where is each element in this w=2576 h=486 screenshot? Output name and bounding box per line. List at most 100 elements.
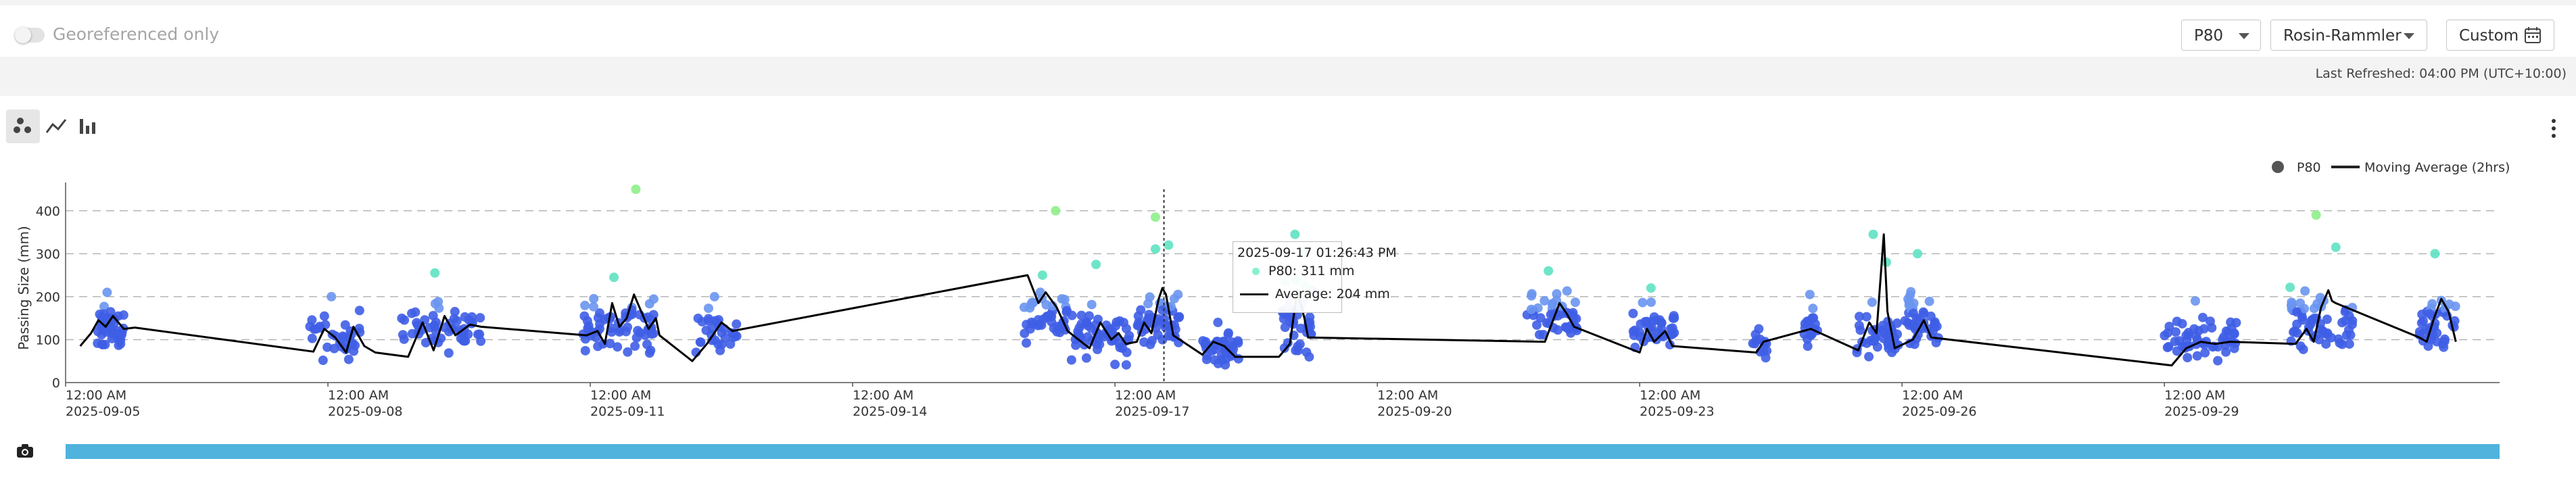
p80-point <box>467 312 477 322</box>
p80-point <box>452 316 462 326</box>
x-tick-label-time: 12:00 AM <box>590 388 651 403</box>
last-refreshed: Last Refreshed: 04:00 PM (UTC+10:00) <box>2315 66 2567 81</box>
x-tick-label-date: 2025-09-23 <box>1640 404 1714 419</box>
more-vertical-icon[interactable] <box>2552 119 2556 141</box>
p80-point <box>693 313 703 323</box>
p80-point <box>318 356 328 366</box>
georeferenced-toggle[interactable] <box>15 27 45 43</box>
legend-p80-marker <box>2272 161 2284 173</box>
p80-point <box>1646 297 1656 308</box>
p80-point <box>2229 343 2239 354</box>
p80-point <box>1067 310 1077 320</box>
x-tick-label-date: 2025-09-20 <box>1377 404 1452 419</box>
p80-point <box>1807 329 1817 339</box>
p80-point <box>1087 299 1097 310</box>
p80-point <box>709 291 719 301</box>
x-tick-label-date: 2025-09-26 <box>1902 404 1976 419</box>
p80-point <box>307 333 317 343</box>
p80-point <box>1132 320 1143 331</box>
p80-point <box>1280 322 1290 333</box>
p80-point <box>1862 338 1872 348</box>
p80-point <box>2421 324 2431 335</box>
p80-point <box>580 345 590 356</box>
p80-point <box>1629 331 1639 341</box>
chevron-down-icon <box>2404 33 2414 39</box>
p80-point <box>2285 283 2295 293</box>
metric-select[interactable]: P80 <box>2181 20 2261 51</box>
bar-view-button[interactable] <box>71 110 105 143</box>
moving-average-line <box>79 233 2457 367</box>
p80-point <box>2315 293 2325 303</box>
p80-point <box>2171 327 2181 337</box>
p80-point <box>1091 260 1101 270</box>
p80-point <box>2183 353 2193 363</box>
p80-point <box>1884 343 1894 354</box>
p80-point <box>1861 312 1871 322</box>
p80-point <box>97 339 108 349</box>
x-tick-label-date: 2025-09-14 <box>853 404 927 419</box>
hover-tooltip: 2025-09-17 01:26:43 PM P80: 311 mm Avera… <box>1233 241 1397 313</box>
p80-point <box>1136 305 1146 315</box>
x-tick-label-time: 12:00 AM <box>328 388 389 403</box>
p80-point <box>1562 286 1572 296</box>
y-axis-label: Passing Size (mm) <box>16 226 32 350</box>
p80-point <box>2322 330 2333 340</box>
p80-point <box>701 325 711 335</box>
tooltip-average: Average: 204 mm <box>1275 287 1390 301</box>
p80-point <box>605 339 615 349</box>
p80-point <box>1669 313 1679 323</box>
p80-point <box>410 307 421 317</box>
line-view-button[interactable] <box>39 110 73 143</box>
scatter-icon <box>14 118 31 133</box>
scatter-view-button[interactable] <box>6 110 40 143</box>
p80-point <box>1638 297 1648 308</box>
p80-point <box>1868 229 1878 239</box>
camera-icon[interactable] <box>16 443 34 458</box>
p80-point <box>1649 312 1659 322</box>
p80-point <box>2191 331 2201 341</box>
p80-point <box>1290 229 1300 239</box>
p80-point <box>1223 328 1233 338</box>
p80-point <box>1164 240 1174 250</box>
p80-point <box>1304 351 1314 362</box>
p80-point <box>2191 296 2200 306</box>
p80-point <box>1291 345 1301 356</box>
tooltip-time: 2025-09-17 01:26:43 PM <box>1237 245 1397 260</box>
p80-point <box>582 316 592 326</box>
x-tick-label-time: 12:00 AM <box>853 388 913 403</box>
p80-point <box>1906 287 1916 297</box>
model-select[interactable]: Rosin-Rammler <box>2270 20 2427 51</box>
p80-point <box>1279 314 1289 324</box>
p80-point <box>315 323 325 333</box>
calendar-icon <box>2525 27 2541 43</box>
time-range-slider[interactable] <box>66 444 2500 459</box>
p80-point <box>118 310 128 320</box>
p80-point <box>1160 314 1170 324</box>
p80-point <box>1122 347 1132 358</box>
p80-point <box>1540 296 1550 306</box>
p80-point <box>1158 305 1168 315</box>
x-tick-label-time: 12:00 AM <box>2164 388 2225 403</box>
p80-point <box>1173 312 1183 322</box>
p80-point <box>609 272 619 283</box>
p80-point <box>1909 298 1919 308</box>
p80-point <box>1855 312 1865 322</box>
p80-point <box>1020 329 1030 339</box>
p80-point <box>732 319 742 329</box>
p80-point <box>1646 283 1656 293</box>
x-tick-label-date: 2025-09-29 <box>2164 404 2239 419</box>
p80-point <box>1870 333 1880 343</box>
p80-point <box>2291 307 2301 317</box>
p80-point <box>2164 321 2174 331</box>
p80-point <box>2322 314 2332 324</box>
p80-point <box>430 322 440 332</box>
p80-point <box>1892 318 1902 329</box>
p80-point <box>1104 329 1114 339</box>
p80-point <box>1544 266 1554 276</box>
p80-point <box>1147 335 1157 345</box>
p80-point <box>1121 360 1131 370</box>
bar-chart-icon <box>80 119 95 134</box>
custom-range-button[interactable]: Custom <box>2446 20 2554 51</box>
p80-point <box>1750 339 1760 349</box>
p80-points <box>93 185 2460 370</box>
